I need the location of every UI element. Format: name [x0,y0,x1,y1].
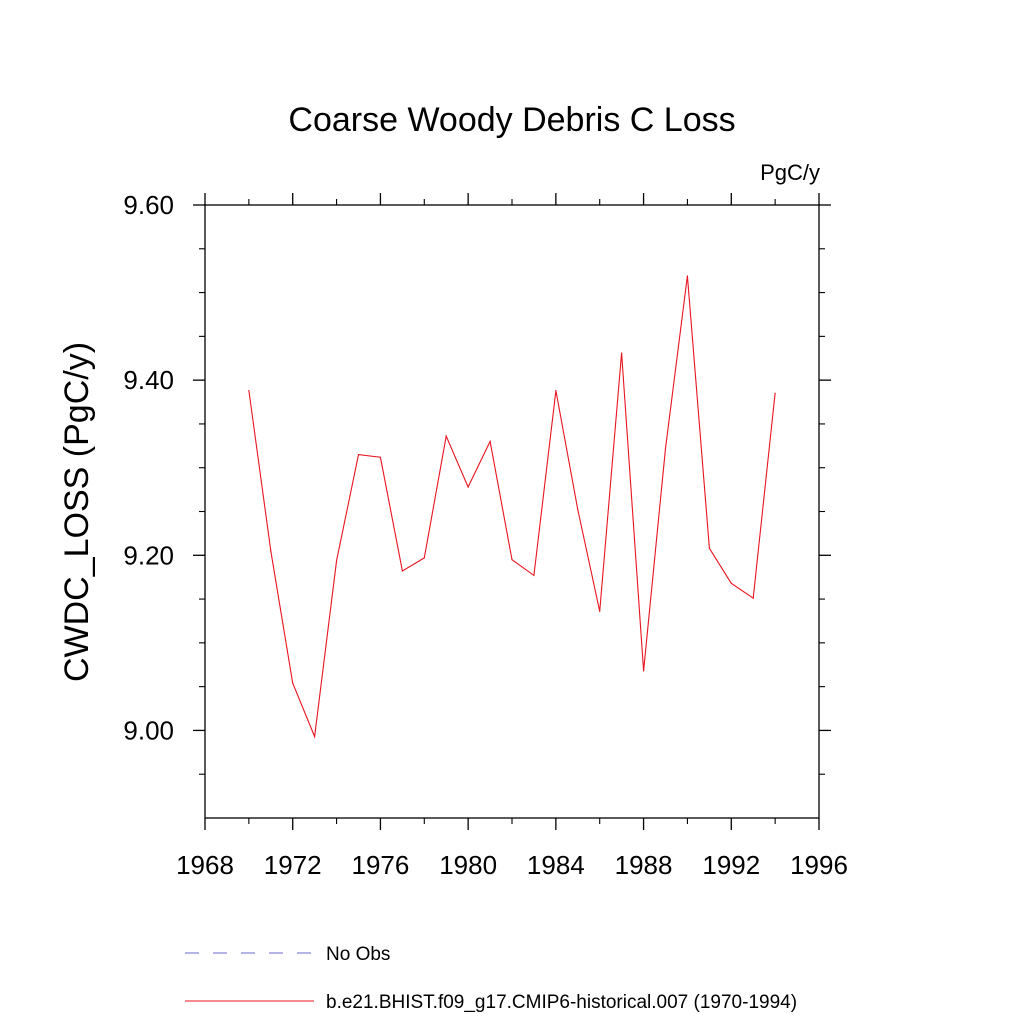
y-tick-label: 9.40 [123,365,174,395]
data-point [292,682,294,684]
data-point [248,390,250,392]
data-point [708,547,710,549]
series-line-1 [248,275,776,739]
y-tick-label: 9.60 [123,190,174,220]
x-tick-label: 1972 [264,850,322,880]
x-tick-label: 1980 [439,850,497,880]
data-point [335,559,338,562]
data-point [314,735,316,738]
data-point [533,574,535,577]
legend-label-1: b.e21.BHIST.f09_g17.CMIP6-historical.007… [326,992,797,1013]
data-point [489,440,491,443]
data-point [423,557,425,559]
legend-label-0: No Obs [326,944,390,965]
data-point [511,559,513,561]
data-point [467,486,469,488]
data-point [621,352,623,354]
y-axis-label: CWDC_LOSS (PgC/y) [58,342,96,682]
y-tick-label: 9.00 [123,715,174,745]
data-point [664,447,667,450]
data-point [752,597,754,599]
data-point [379,456,382,458]
units-label: PgC/y [760,160,820,185]
x-tick-label: 1992 [702,850,760,880]
plot-area [248,275,776,739]
x-tick-label: 1996 [790,850,848,880]
x-tick-label: 1976 [352,850,410,880]
x-tick-label: 1988 [615,850,673,880]
data-point [357,453,360,456]
chart-title: Coarse Woody Debris C Loss [288,101,735,139]
data-point [599,610,601,612]
data-point [686,275,689,277]
data-point [642,670,645,672]
data-point [445,435,447,437]
x-tick-label: 1984 [527,850,585,880]
data-point [577,509,579,511]
data-point [401,570,403,572]
data-point [774,392,776,394]
data-point [270,550,272,552]
plot-frame [204,204,820,819]
y-tick-label: 9.20 [123,540,174,570]
axes: 1968 1972 1976 1980 1984 1988 1992 1996 9.00 9.20… [123,190,848,880]
legend: No Obs b.e21.BHIST.f09_g17.CMIP6-historic… [185,944,797,1013]
data-point [555,390,557,392]
x-tick-label: 1968 [176,850,234,880]
data-point [730,582,732,584]
